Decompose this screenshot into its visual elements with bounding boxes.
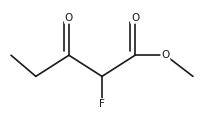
Text: F: F [99,99,105,109]
Text: O: O [65,13,73,23]
Text: O: O [161,50,169,60]
Text: O: O [131,13,139,23]
